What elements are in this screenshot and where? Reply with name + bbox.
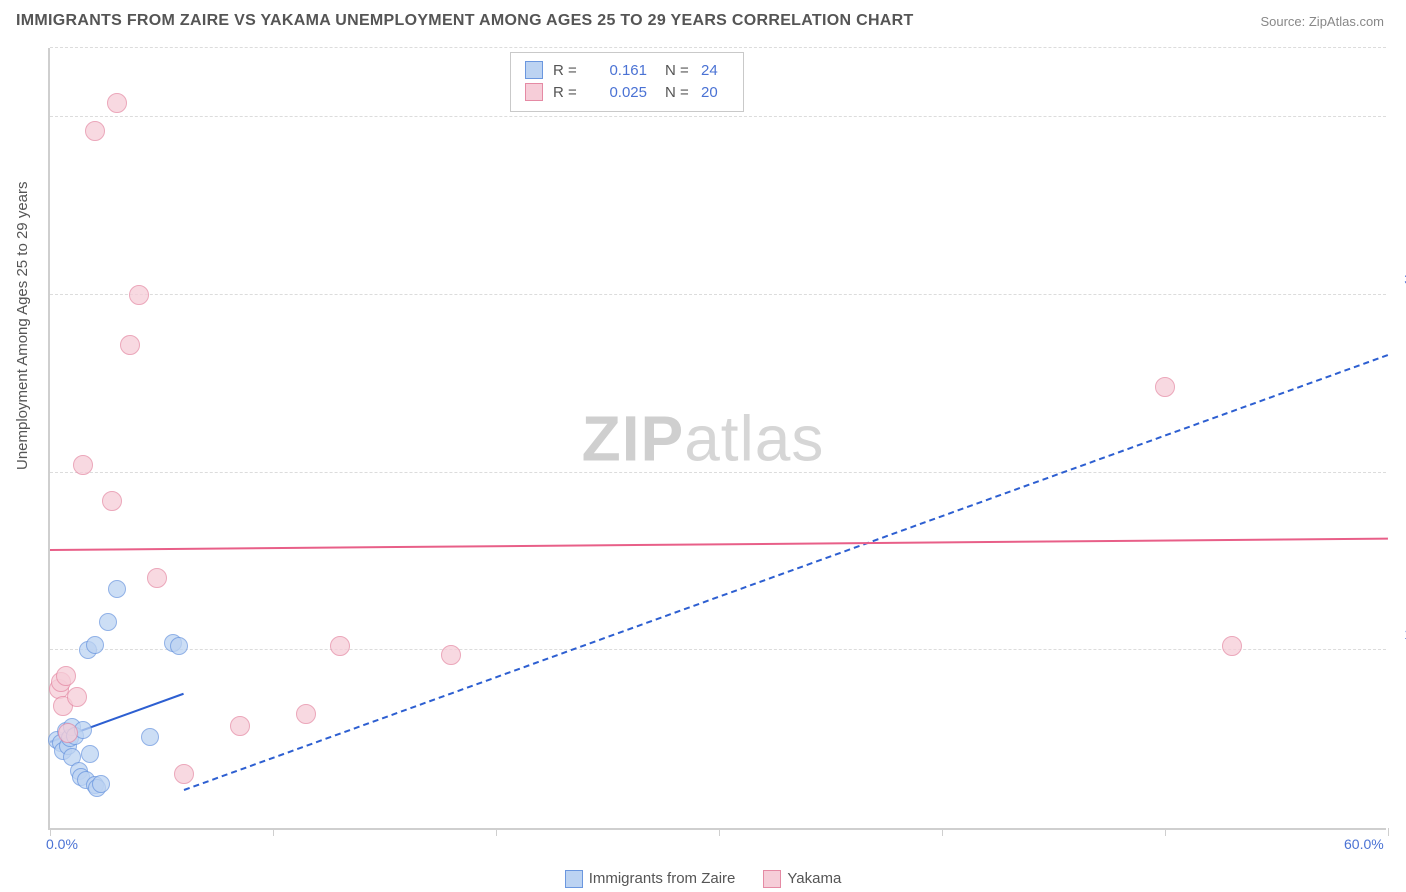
gridline — [50, 116, 1386, 117]
data-point — [1222, 636, 1242, 656]
legend-n-label: N = — [657, 84, 691, 101]
legend-swatch — [763, 870, 781, 888]
scatter-plot-area: R =0.161N =24R =0.025N =20 12.5%37.5%0.0… — [48, 48, 1386, 830]
legend-item: Immigrants from Zaire — [565, 870, 736, 888]
legend-n-value: 24 — [701, 62, 729, 79]
x-tick — [719, 828, 720, 836]
data-point — [86, 636, 104, 654]
data-point — [330, 636, 350, 656]
legend-series: Immigrants from Zaire Yakama — [0, 870, 1406, 888]
legend-r-value: 0.025 — [591, 84, 647, 101]
data-point — [1155, 377, 1175, 397]
legend-n-label: N = — [657, 62, 691, 79]
gridline — [50, 472, 1386, 473]
legend-swatch — [565, 870, 583, 888]
chart-title: IMMIGRANTS FROM ZAIRE VS YAKAMA UNEMPLOY… — [16, 12, 914, 30]
data-point — [73, 455, 93, 475]
data-point — [120, 335, 140, 355]
data-point — [230, 716, 250, 736]
data-point — [67, 687, 87, 707]
trend-line — [50, 537, 1388, 550]
data-point — [174, 764, 194, 784]
legend-swatch — [525, 61, 543, 79]
data-point — [99, 613, 117, 631]
legend-stat-row: R = 0.161 N = 24 — [525, 59, 729, 81]
legend-n-value: 20 — [701, 84, 729, 101]
x-tick-label: 60.0% — [1344, 836, 1384, 852]
legend-label: Yakama — [787, 870, 841, 887]
data-point — [102, 491, 122, 511]
y-axis-label: Unemployment Among Ages 25 to 29 years — [14, 181, 31, 470]
data-point — [92, 775, 110, 793]
legend-r-label: R = — [553, 62, 581, 79]
data-point — [56, 666, 76, 686]
data-point — [58, 723, 78, 743]
source-attribution: Source: ZipAtlas.com — [1260, 14, 1384, 29]
x-tick — [273, 828, 274, 836]
gridline — [50, 649, 1386, 650]
data-point — [170, 637, 188, 655]
y-tick-label: 12.5% — [1392, 626, 1406, 642]
x-tick-label: 0.0% — [46, 836, 78, 852]
x-tick — [50, 828, 51, 836]
legend-item: Yakama — [763, 870, 841, 888]
data-point — [107, 93, 127, 113]
legend-stat-row: R = 0.025 N = 20 — [525, 81, 729, 103]
legend-r-label: R = — [553, 84, 581, 101]
data-point — [129, 285, 149, 305]
x-tick — [1165, 828, 1166, 836]
legend-stats-box: R = 0.161 N = 24 R = 0.025 N = 20 — [510, 52, 744, 112]
legend-swatch — [525, 83, 543, 101]
x-tick — [1388, 828, 1389, 836]
data-point — [81, 745, 99, 763]
data-point — [296, 704, 316, 724]
gridline — [50, 294, 1386, 295]
y-tick-label: 37.5% — [1392, 271, 1406, 287]
x-tick — [942, 828, 943, 836]
trend-line-dashed — [183, 354, 1388, 791]
gridline — [50, 47, 1386, 48]
data-point — [147, 568, 167, 588]
x-tick — [496, 828, 497, 836]
legend-r-value: 0.161 — [591, 62, 647, 79]
data-point — [441, 645, 461, 665]
legend-label: Immigrants from Zaire — [589, 870, 736, 887]
data-point — [141, 728, 159, 746]
data-point — [85, 121, 105, 141]
data-point — [108, 580, 126, 598]
